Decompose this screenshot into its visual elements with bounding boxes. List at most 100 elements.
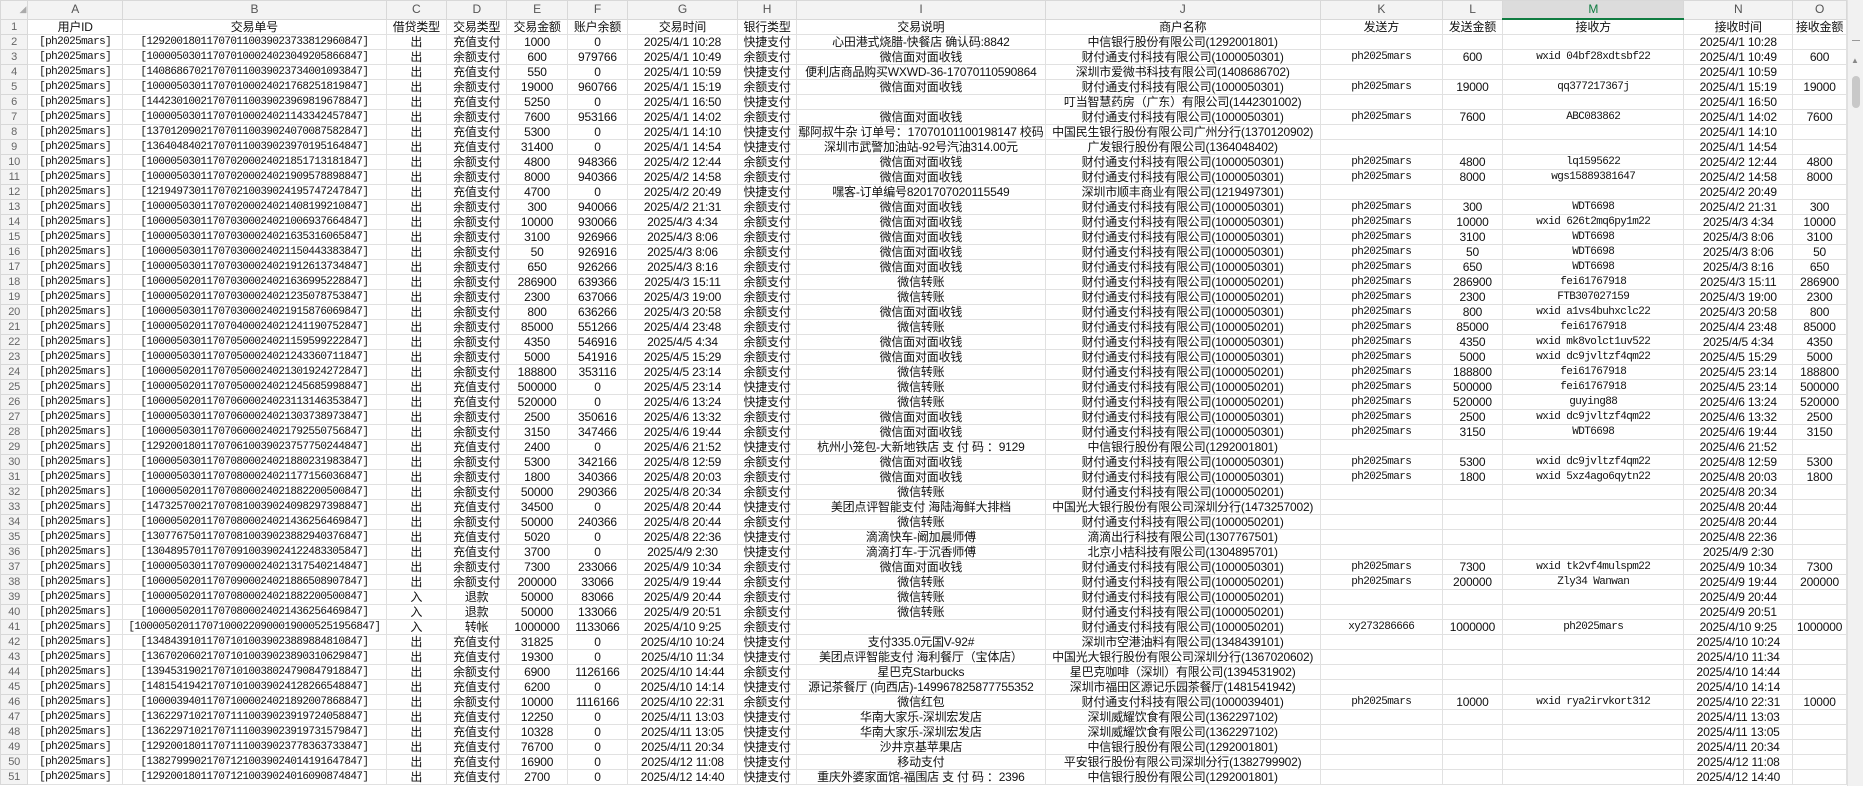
cell-N[interactable]: 2025/4/3 8:06 bbox=[1683, 229, 1794, 245]
cell-D[interactable]: 充值支付 bbox=[445, 124, 508, 140]
cell-F[interactable]: 0 bbox=[566, 64, 629, 80]
cell-K[interactable]: ph2025mars bbox=[1319, 424, 1443, 440]
cell-L[interactable]: 650 bbox=[1441, 259, 1504, 275]
cell-N[interactable]: 2025/4/8 20:03 bbox=[1683, 469, 1794, 485]
cell-K[interactable]: ph2025mars bbox=[1319, 289, 1443, 305]
cell-E[interactable]: 2500 bbox=[506, 409, 568, 425]
cell-N[interactable]: 2025/4/2 20:49 bbox=[1683, 184, 1794, 200]
row-number[interactable]: 49 bbox=[0, 739, 29, 755]
cell-O[interactable] bbox=[1792, 64, 1847, 80]
cell-J[interactable]: 财付通支付科技有限公司(1000050301) bbox=[1044, 244, 1321, 260]
cell-I[interactable]: 微信转账 bbox=[796, 319, 1046, 335]
cell-E[interactable]: 3700 bbox=[506, 544, 568, 560]
cell-L[interactable]: 188800 bbox=[1441, 364, 1504, 380]
cell-O[interactable] bbox=[1792, 94, 1847, 110]
cell-M[interactable]: fei61767918 bbox=[1502, 379, 1685, 395]
cell-H[interactable]: 余额支付 bbox=[736, 454, 798, 470]
row-number[interactable]: 42 bbox=[0, 634, 29, 650]
cell-G[interactable]: 2025/4/3 15:11 bbox=[627, 274, 738, 290]
cell-B[interactable]: [100003940117071000024021892007868847] bbox=[122, 694, 387, 710]
cell-A[interactable]: [ph2025mars] bbox=[27, 259, 124, 275]
cell-F[interactable]: 0 bbox=[566, 544, 629, 560]
cell-I[interactable]: 星巴克Starbucks bbox=[796, 664, 1046, 680]
cell-N[interactable]: 2025/4/2 12:44 bbox=[1683, 154, 1794, 170]
cell-C[interactable]: 出 bbox=[385, 499, 447, 515]
cell-F[interactable]: 350616 bbox=[566, 409, 629, 425]
cell-O[interactable]: 7600 bbox=[1792, 109, 1847, 125]
cell-B[interactable]: [100005030117070600024021792550756847] bbox=[122, 424, 387, 440]
cell-L[interactable] bbox=[1441, 439, 1504, 455]
row-number[interactable]: 33 bbox=[0, 499, 29, 515]
cell-B[interactable]: [100005020117070800024021882200500847] bbox=[122, 589, 387, 605]
cell-E[interactable]: 1000 bbox=[506, 34, 568, 50]
cell-E[interactable]: 2700 bbox=[506, 769, 568, 785]
cell-O[interactable]: 10000 bbox=[1792, 214, 1847, 230]
cell-O[interactable]: 520000 bbox=[1792, 394, 1847, 410]
cell-C[interactable]: 出 bbox=[385, 34, 447, 50]
cell-H[interactable]: 快捷支付 bbox=[736, 649, 798, 665]
cell-L[interactable] bbox=[1441, 664, 1504, 680]
cell-M[interactable]: WDT6698 bbox=[1502, 199, 1685, 215]
cell-I[interactable]: 美团点评智能支付 海利餐厅（宝体店） bbox=[796, 649, 1046, 665]
cell-E[interactable]: 650 bbox=[506, 259, 568, 275]
cell-B[interactable]: [100005030117070100024023049205866847] bbox=[122, 49, 387, 65]
cell-H[interactable]: 快捷支付 bbox=[736, 184, 798, 200]
cell-E[interactable]: 520000 bbox=[506, 394, 568, 410]
cell-F[interactable]: 551266 bbox=[566, 319, 629, 335]
cell-F[interactable]: 0 bbox=[566, 679, 629, 695]
cell-N[interactable]: 2025/4/10 14:14 bbox=[1683, 679, 1794, 695]
cell-J[interactable]: 财付通支付科技有限公司(1000050301) bbox=[1044, 214, 1321, 230]
cell-L[interactable]: 5000 bbox=[1441, 349, 1504, 365]
row-number[interactable]: 28 bbox=[0, 424, 29, 440]
cell-K[interactable]: ph2025mars bbox=[1319, 319, 1443, 335]
row-number[interactable]: 14 bbox=[0, 214, 29, 230]
header-cell-D[interactable]: 交易类型 bbox=[445, 18, 508, 35]
cell-M[interactable]: FTB307027159 bbox=[1502, 289, 1685, 305]
cell-E[interactable]: 550 bbox=[506, 64, 568, 80]
cell-N[interactable]: 2025/4/1 10:59 bbox=[1683, 64, 1794, 80]
cell-E[interactable]: 50000 bbox=[506, 514, 568, 530]
cell-B[interactable]: [100005030117070300024021150443383847] bbox=[122, 244, 387, 260]
column-header-K[interactable]: K bbox=[1319, 0, 1443, 20]
cell-G[interactable]: 2025/4/3 8:06 bbox=[627, 244, 738, 260]
cell-F[interactable]: 0 bbox=[566, 139, 629, 155]
cell-D[interactable]: 退款 bbox=[445, 604, 508, 620]
cell-G[interactable]: 2025/4/10 14:44 bbox=[627, 664, 738, 680]
cell-I[interactable]: 深圳市武警加油站-92号汽油314.00元 bbox=[796, 139, 1046, 155]
cell-J[interactable]: 深圳威耀饮食有限公司(1362297102) bbox=[1044, 709, 1321, 725]
cell-O[interactable]: 5000 bbox=[1792, 349, 1847, 365]
row-number[interactable]: 23 bbox=[0, 349, 29, 365]
cell-O[interactable] bbox=[1792, 724, 1847, 740]
cell-B[interactable]: [100005030117070100024021143342457847] bbox=[122, 109, 387, 125]
cell-D[interactable]: 充值支付 bbox=[445, 739, 508, 755]
cell-C[interactable]: 出 bbox=[385, 79, 447, 95]
cell-L[interactable]: 4350 bbox=[1441, 334, 1504, 350]
cell-G[interactable]: 2025/4/5 23:14 bbox=[627, 379, 738, 395]
cell-M[interactable] bbox=[1502, 64, 1685, 80]
cell-I[interactable]: 微信转账 bbox=[796, 274, 1046, 290]
cell-D[interactable]: 余额支付 bbox=[445, 694, 508, 710]
cell-D[interactable]: 余额支付 bbox=[445, 424, 508, 440]
cell-I[interactable]: 微信面对面收钱 bbox=[796, 349, 1046, 365]
cell-I[interactable]: 微信面对面收钱 bbox=[796, 229, 1046, 245]
cell-O[interactable] bbox=[1792, 139, 1847, 155]
cell-J[interactable]: 财付通支付科技有限公司(1000050301) bbox=[1044, 334, 1321, 350]
cell-N[interactable]: 2025/4/9 19:44 bbox=[1683, 574, 1794, 590]
row-number[interactable]: 9 bbox=[0, 139, 29, 155]
cell-K[interactable] bbox=[1319, 544, 1443, 560]
scrollbar-thumb[interactable] bbox=[1852, 76, 1860, 108]
cell-O[interactable] bbox=[1792, 634, 1847, 650]
cell-G[interactable]: 2025/4/9 19:44 bbox=[627, 574, 738, 590]
cell-A[interactable]: [ph2025mars] bbox=[27, 169, 124, 185]
cell-E[interactable]: 50000 bbox=[506, 604, 568, 620]
cell-A[interactable]: [ph2025mars] bbox=[27, 124, 124, 140]
cell-B[interactable]: [100005030117070300024021006937664847] bbox=[122, 214, 387, 230]
cell-K[interactable]: ph2025mars bbox=[1319, 199, 1443, 215]
cell-J[interactable]: 财付通支付科技有限公司(1000050201) bbox=[1044, 619, 1321, 635]
header-cell-M[interactable]: 接收方 bbox=[1502, 18, 1685, 35]
cell-D[interactable]: 退款 bbox=[445, 589, 508, 605]
cell-D[interactable]: 余额支付 bbox=[445, 364, 508, 380]
cell-M[interactable] bbox=[1502, 499, 1685, 515]
cell-L[interactable]: 800 bbox=[1441, 304, 1504, 320]
cell-B[interactable]: [140868670217070110039023734001093847] bbox=[122, 64, 387, 80]
